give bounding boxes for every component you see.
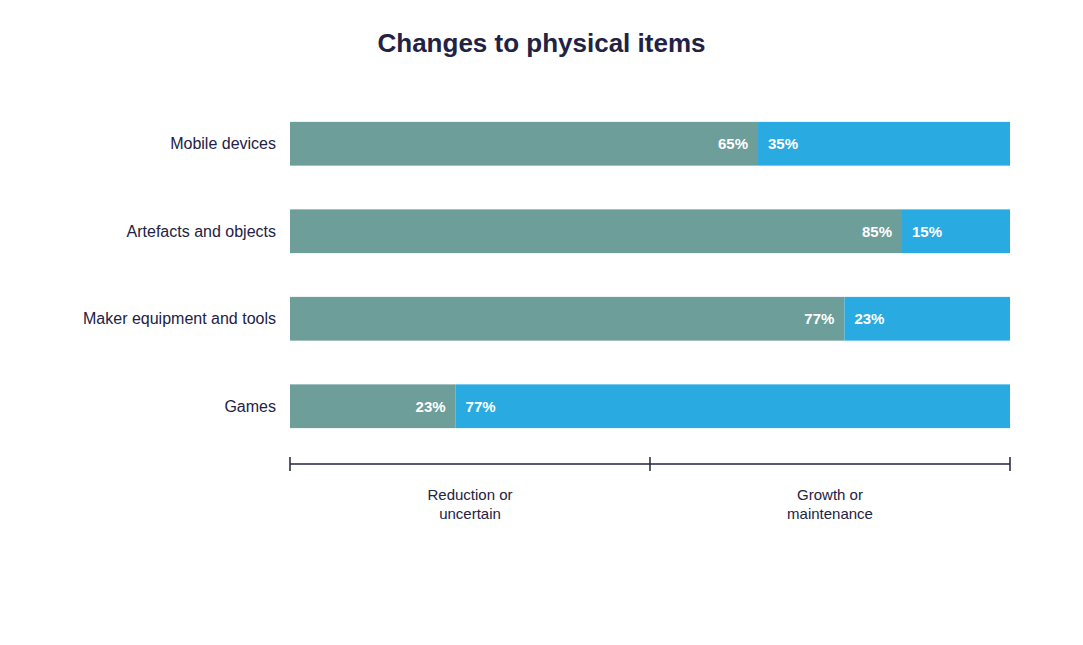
annotation: Growth or maintenance [787, 486, 873, 522]
tick [1009, 457, 1011, 471]
bar [290, 209, 902, 253]
data-labels: 65% 85% 77% 23% 35% 15% 23% 77% [416, 135, 942, 415]
chart: Changes to physical items Mobile devices A… [0, 0, 1083, 645]
bar [844, 297, 1010, 341]
tick [289, 457, 291, 471]
annotation-line: Growth or [797, 486, 863, 503]
data-label: 65% [718, 135, 748, 152]
annotation-line: uncertain [439, 505, 501, 522]
title: Changes to physical items [378, 28, 706, 58]
data-label: 77% [804, 310, 834, 327]
category-label: Mobile devices [170, 135, 276, 152]
data-label: 23% [416, 398, 446, 415]
x-axis [290, 457, 1010, 471]
tick [649, 457, 651, 471]
bar [456, 384, 1010, 428]
bar [902, 209, 1010, 253]
bars [290, 122, 1010, 428]
y-axis: Mobile devices Artefacts and objects Maker… [83, 135, 276, 415]
data-label: 35% [768, 135, 798, 152]
data-label: 23% [854, 310, 884, 327]
annotation: Reduction or uncertain [427, 486, 512, 522]
bar [290, 122, 758, 166]
annotation-line: maintenance [787, 505, 873, 522]
bar [290, 384, 456, 428]
bar [290, 297, 844, 341]
category-label: Maker equipment and tools [83, 310, 276, 327]
data-label: 85% [862, 223, 892, 240]
annotations: Reduction or uncertain Growth or maintenanc… [427, 486, 872, 522]
annotation-line: Reduction or [427, 486, 512, 503]
data-label: 15% [912, 223, 942, 240]
category-label: Artefacts and objects [127, 223, 276, 240]
data-label: 77% [466, 398, 496, 415]
category-label: Games [224, 398, 276, 415]
bar [758, 122, 1010, 166]
